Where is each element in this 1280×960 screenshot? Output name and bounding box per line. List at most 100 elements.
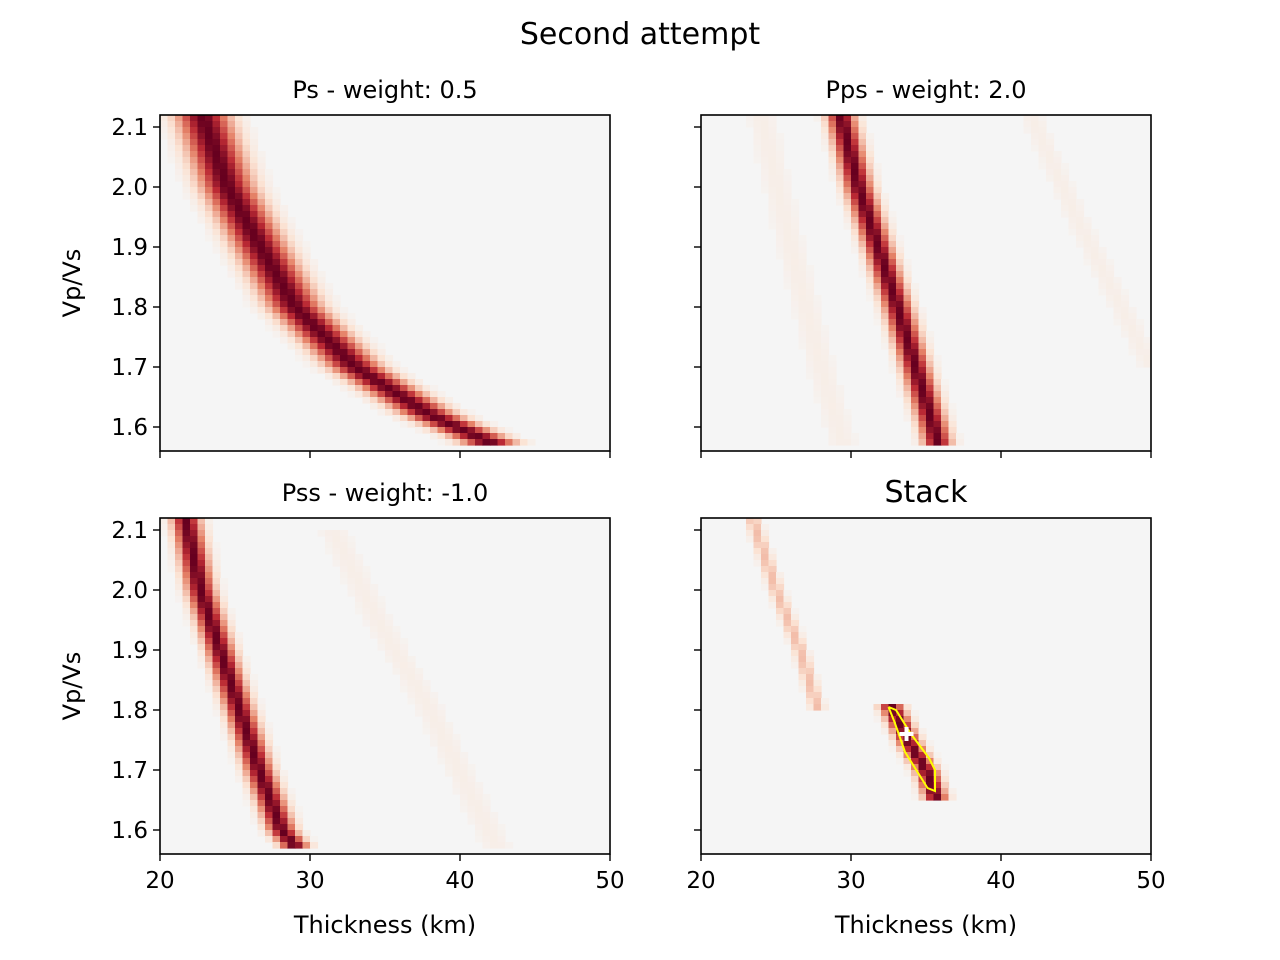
heatmap-cell: [926, 782, 935, 789]
heatmap-cell: [858, 223, 867, 230]
heatmap-cell: [1143, 361, 1151, 368]
heatmap-cell: [190, 596, 199, 603]
heatmap-cell: [896, 367, 905, 374]
heatmap-cell: [377, 403, 386, 410]
heatmap-cell: [227, 163, 236, 170]
heatmap-cell: [227, 205, 236, 212]
heatmap-cell: [873, 710, 882, 717]
heatmap-cell: [197, 181, 206, 188]
heatmap-cell: [370, 584, 379, 591]
heatmap-cell: [257, 223, 266, 230]
heatmap-cell: [250, 241, 259, 248]
y-tick-label: 2.0: [111, 578, 148, 604]
heatmap-cell: [798, 241, 807, 248]
heatmap-cell: [242, 668, 251, 675]
heatmap-cell: [175, 536, 184, 543]
heatmap-cell: [776, 199, 785, 206]
heatmap-cell: [205, 127, 214, 134]
heatmap-cell: [227, 127, 236, 134]
heatmap-cell: [858, 199, 867, 206]
heatmap-cell: [866, 133, 875, 140]
heatmap-cell: [911, 740, 920, 747]
heatmap-cell: [220, 235, 229, 242]
heatmap-cell: [813, 343, 822, 350]
heatmap-cell: [197, 536, 206, 543]
heatmap-cell: [1031, 121, 1040, 128]
heatmap-cell: [903, 349, 912, 356]
heatmap-cell: [783, 247, 792, 254]
heatmap-cell: [295, 271, 304, 278]
heatmap-cell: [903, 770, 912, 777]
heatmap-cell: [798, 277, 807, 284]
heatmap-cell: [205, 121, 214, 128]
heatmap-cell: [911, 289, 920, 296]
heatmap-cell: [911, 367, 920, 374]
heatmap-cell: [896, 722, 905, 729]
heatmap-cell: [911, 361, 920, 368]
heatmap-cell: [430, 734, 439, 741]
heatmap-cell: [212, 169, 221, 176]
heatmap-cell: [813, 692, 822, 699]
heatmap-cell: [873, 229, 882, 236]
heatmap-cell: [407, 397, 416, 404]
heatmap-cell: [205, 229, 214, 236]
heatmap-cell: [242, 794, 251, 801]
heatmap-cell: [903, 355, 912, 362]
heatmap-cell: [791, 241, 800, 248]
heatmap-cell: [377, 397, 386, 404]
heatmap-cell: [347, 584, 356, 591]
heatmap-cell: [941, 788, 950, 795]
heatmap-cell: [362, 367, 371, 374]
heatmap-cell: [205, 566, 214, 573]
heatmap-cell: [903, 343, 912, 350]
heatmap-cell: [806, 319, 815, 326]
heatmap-cell: [220, 253, 229, 260]
y-tick-label: 1.9: [111, 235, 148, 261]
heatmap-cell: [377, 367, 386, 374]
heatmap-cell: [881, 283, 890, 290]
heatmap-cell: [212, 620, 221, 627]
heatmap-cell: [220, 193, 229, 200]
figure-title: Second attempt: [520, 17, 761, 52]
heatmap-cell: [182, 560, 191, 567]
heatmap-cell: [911, 319, 920, 326]
heatmap-cell: [407, 373, 416, 380]
heatmap-cell: [858, 253, 867, 260]
heatmap-cell: [437, 722, 446, 729]
heatmap-cell: [896, 295, 905, 302]
heatmap-cell: [933, 409, 942, 416]
heatmap-cell: [340, 530, 349, 537]
heatmap-cell: [167, 554, 176, 561]
heatmap-cell: [347, 548, 356, 555]
heatmap-cell: [340, 554, 349, 561]
heatmap-cell: [1068, 229, 1077, 236]
heatmap-cell: [467, 433, 476, 440]
heatmap-cell: [926, 361, 935, 368]
heatmap-cell: [911, 295, 920, 302]
heatmap-cell: [903, 307, 912, 314]
heatmap-cell: [167, 157, 176, 164]
heatmap-cell: [280, 325, 289, 332]
heatmap-cell: [220, 722, 229, 729]
heatmap-cell: [836, 421, 845, 428]
heatmap-cell: [821, 337, 830, 344]
heatmap-cell: [287, 806, 296, 813]
heatmap-cell: [287, 289, 296, 296]
heatmap-cell: [776, 620, 785, 627]
heatmap-cell: [250, 704, 259, 711]
heatmap-cell: [362, 349, 371, 356]
heatmap-cell: [761, 584, 770, 591]
heatmap-cell: [355, 367, 364, 374]
heatmap-cell: [235, 253, 244, 260]
heatmap-cell: [888, 223, 897, 230]
heatmap-cell: [257, 295, 266, 302]
heatmap-cell: [392, 379, 401, 386]
heatmap-cell: [768, 554, 777, 561]
heatmap-cell: [430, 704, 439, 711]
heatmap-cell: [190, 614, 199, 621]
heatmap-cell: [287, 253, 296, 260]
heatmap-cell: [460, 800, 469, 807]
heatmap-cell: [933, 391, 942, 398]
heatmap-cell: [948, 433, 957, 440]
heatmap-cell: [295, 836, 304, 843]
